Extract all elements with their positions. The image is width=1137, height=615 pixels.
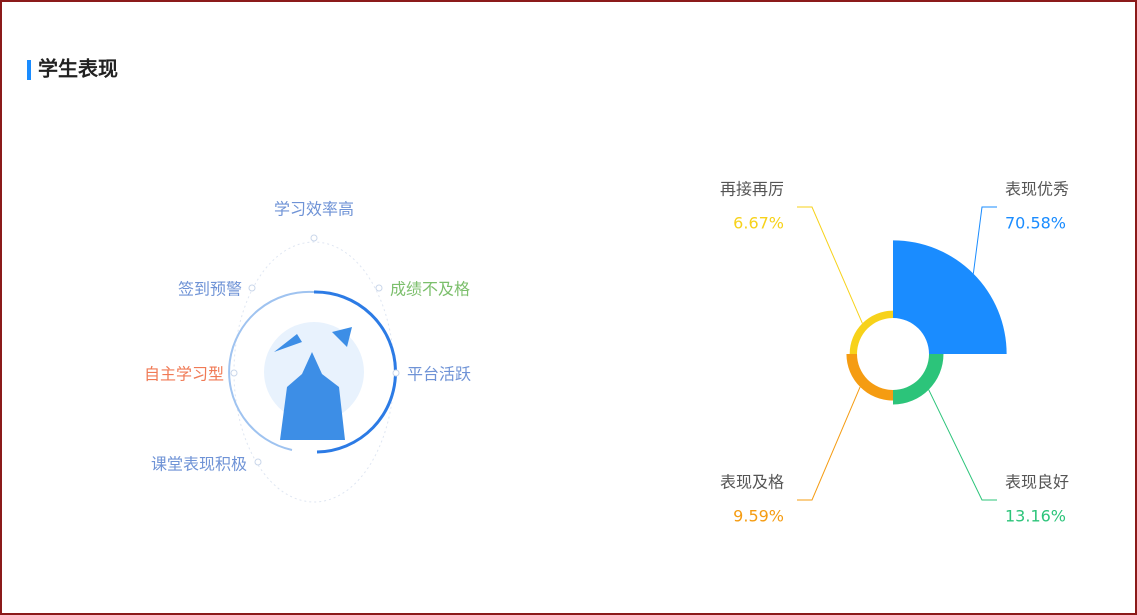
value-label: 9.59%	[733, 507, 784, 526]
icon-arc	[228, 290, 315, 451]
tag-dot	[392, 369, 400, 377]
graduates-icon	[280, 352, 345, 440]
tag-label: 学习效率高	[274, 200, 354, 219]
leader-line	[797, 206, 863, 324]
value-label: 70.58%	[1005, 214, 1066, 233]
title-bar	[27, 60, 31, 80]
tag-dot	[310, 234, 318, 242]
legend-label: 再接再厉	[720, 180, 784, 199]
tag-dot	[248, 284, 256, 292]
legend-label: 表现及格	[720, 473, 784, 492]
tag-dot	[230, 369, 238, 377]
tag-label: 自主学习型	[144, 365, 224, 384]
leader-line	[972, 206, 997, 274]
legend-label: 表现优秀	[1005, 180, 1069, 199]
rose-segment	[849, 310, 893, 354]
rose-segment	[893, 354, 944, 405]
tag-label: 课堂表现积极	[151, 455, 247, 474]
value-label: 6.67%	[733, 214, 784, 233]
caps-icon	[274, 327, 352, 352]
leader-line	[797, 386, 861, 501]
value-label: 13.16%	[1005, 507, 1066, 526]
tag-dot	[254, 458, 262, 466]
tag-label: 平台活跃	[407, 365, 471, 384]
tag-label: 成绩不及格	[390, 280, 470, 299]
tag-label: 签到预警	[178, 280, 242, 299]
section-title: 学生表现	[38, 57, 118, 81]
rose-segment	[846, 354, 893, 401]
leader-line	[928, 389, 997, 501]
rose-segment	[893, 240, 1007, 354]
tag-dot	[375, 284, 383, 292]
legend-label: 表现良好	[1005, 473, 1069, 492]
